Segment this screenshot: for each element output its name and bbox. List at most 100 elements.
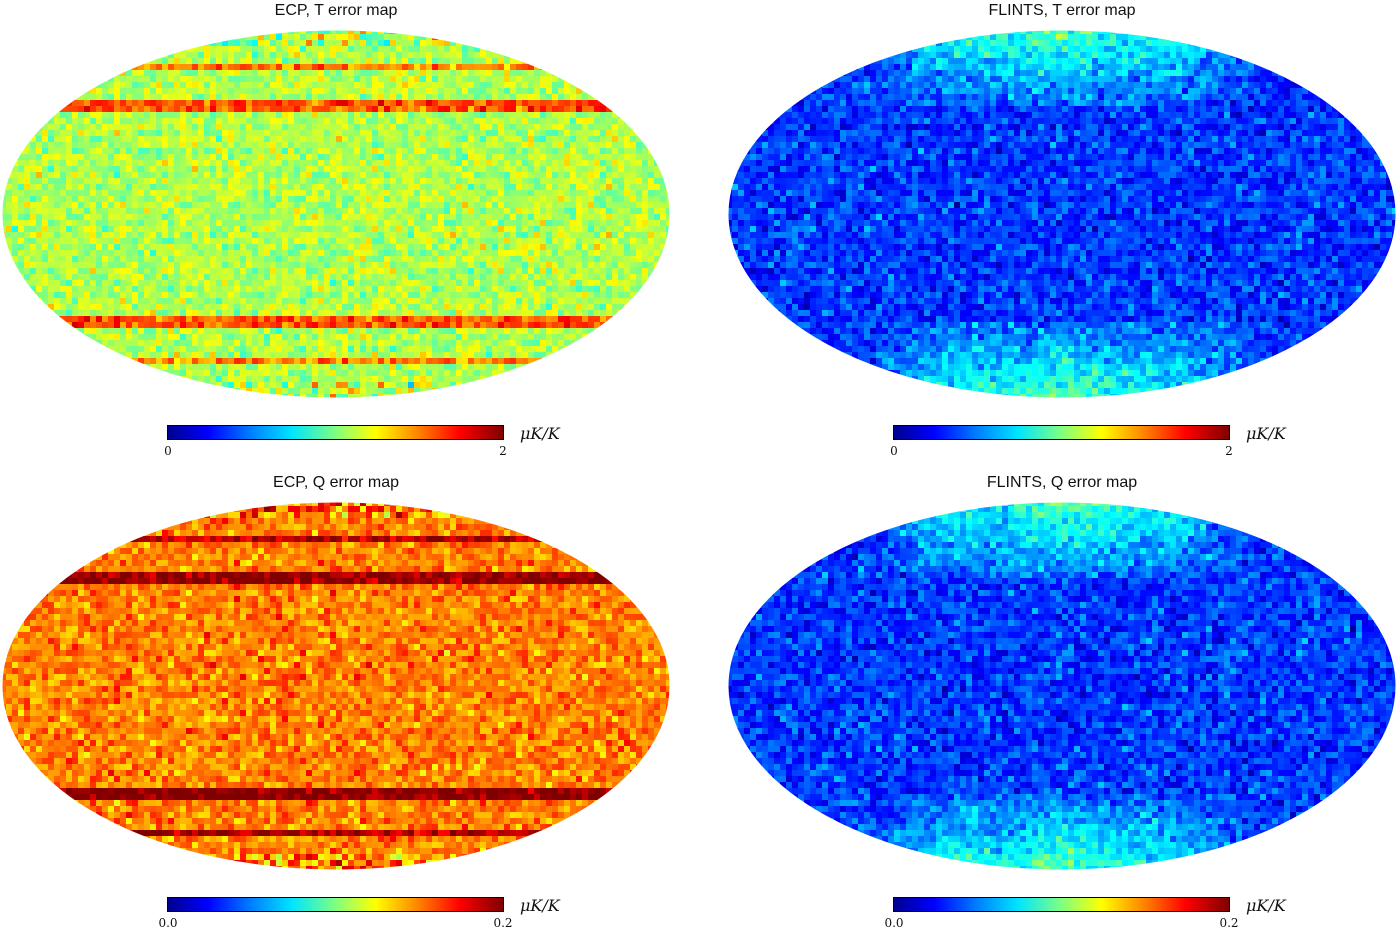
map-pixel (642, 292, 648, 298)
map-pixel (252, 172, 258, 178)
map-pixel (402, 52, 408, 58)
map-pixel (612, 160, 618, 166)
map-pixel (384, 256, 390, 262)
map-pixel (24, 274, 30, 280)
map-pixel (18, 280, 24, 286)
map-pixel (24, 178, 30, 184)
map-pixel (546, 226, 552, 232)
map-pixel (6, 202, 12, 208)
map-pixel (588, 262, 594, 268)
panel-title: ECP, T error map (0, 2, 672, 20)
map-pixel (414, 76, 420, 82)
map-pixel (228, 208, 234, 214)
map-pixel (264, 160, 270, 166)
map-pixel (450, 64, 456, 70)
map-pixel (462, 286, 468, 292)
map-pixel (582, 286, 588, 292)
map-pixel (570, 220, 576, 226)
map-pixel (546, 82, 552, 88)
map-pixel (114, 292, 120, 298)
map-pixel (288, 58, 294, 64)
map-pixel (534, 286, 540, 292)
map-pixel (108, 250, 114, 256)
map-pixel (468, 178, 474, 184)
map-pixel (276, 136, 282, 142)
map-pixel (180, 82, 186, 88)
map-pixel (138, 70, 144, 76)
map-pixel (360, 124, 366, 130)
map-pixel (336, 52, 342, 58)
map-pixel (336, 304, 342, 310)
map-pixel (216, 256, 222, 262)
map-pixel (276, 100, 282, 106)
map-pixel (108, 334, 114, 340)
map-pixel (582, 202, 588, 208)
map-pixel (192, 70, 198, 76)
map-pixel (522, 232, 528, 238)
map-pixel (294, 274, 300, 280)
map-pixel (426, 148, 432, 154)
map-pixel (78, 262, 84, 268)
map-pixel (120, 262, 126, 268)
map-pixel (168, 286, 174, 292)
map-pixel (72, 220, 78, 226)
map-pixel (300, 172, 306, 178)
map-pixel (456, 154, 462, 160)
map-pixel (228, 46, 234, 52)
map-pixel (510, 238, 516, 244)
map-pixel (612, 112, 618, 118)
map-pixel (648, 220, 654, 226)
map-pixel (174, 136, 180, 142)
map-pixel (342, 94, 348, 100)
map-pixel (258, 136, 264, 142)
map-pixel (78, 172, 84, 178)
map-pixel (192, 184, 198, 190)
map-pixel (180, 334, 186, 340)
map-pixel (390, 220, 396, 226)
map-pixel (510, 196, 516, 202)
map-pixel (174, 70, 180, 76)
map-pixel (540, 70, 546, 76)
map-pixel (330, 40, 336, 46)
map-pixel (60, 274, 66, 280)
map-pixel (318, 184, 324, 190)
map-pixel (234, 322, 240, 328)
map-pixel (288, 124, 294, 130)
map-pixel (90, 100, 96, 106)
map-pixel (588, 136, 594, 142)
map-pixel (384, 76, 390, 82)
map-pixel (12, 256, 18, 262)
map-pixel (324, 46, 330, 52)
map-pixel (402, 190, 408, 196)
map-pixel (144, 274, 150, 280)
map-pixel (498, 268, 504, 274)
map-pixel (516, 142, 522, 148)
map-pixel (282, 34, 288, 40)
map-pixel (396, 238, 402, 244)
map-pixel (234, 196, 240, 202)
map-pixel (558, 172, 564, 178)
map-pixel (228, 118, 234, 124)
map-pixel (648, 244, 654, 250)
map-pixel (414, 202, 420, 208)
map-pixel (480, 106, 486, 112)
map-pixel (564, 196, 570, 202)
map-pixel (156, 154, 162, 160)
map-pixel (312, 214, 318, 220)
map-pixel (258, 298, 264, 304)
map-pixel (186, 106, 192, 112)
map-pixel (330, 208, 336, 214)
map-pixel (78, 286, 84, 292)
map-pixel (432, 124, 438, 130)
map-pixel (438, 238, 444, 244)
map-pixel (192, 136, 198, 142)
map-pixel (270, 172, 276, 178)
map-pixel (528, 88, 534, 94)
map-pixel (348, 136, 354, 142)
map-pixel (480, 274, 486, 280)
map-pixel (546, 220, 552, 226)
map-pixel (558, 220, 564, 226)
map-pixel (96, 214, 102, 220)
map-pixel (486, 232, 492, 238)
map-pixel (450, 190, 456, 196)
